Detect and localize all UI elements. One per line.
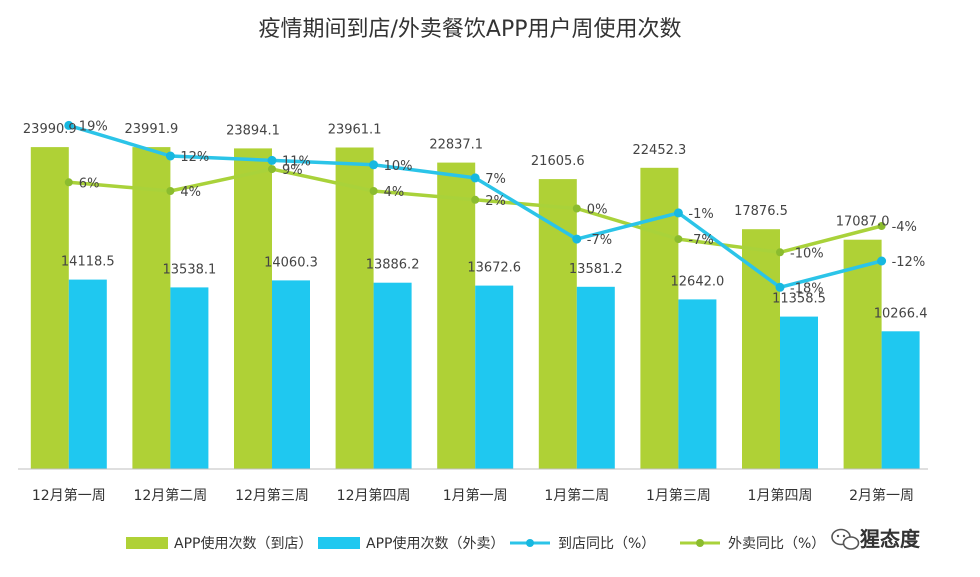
bar-label-daodian-8: 17876.5	[734, 204, 788, 219]
point-daodian-9	[877, 256, 887, 266]
pct-label-waimai-1: 6%	[79, 176, 100, 191]
bar-waimai-9	[881, 331, 920, 469]
point-waimai-1	[64, 178, 73, 187]
category-label-2: 12月第二周	[133, 487, 207, 504]
pct-label-waimai-2: 4%	[180, 185, 201, 200]
bar-daodian-8	[742, 229, 780, 469]
point-daodian-6	[572, 234, 582, 244]
pct-label-daodian-4: 10%	[384, 159, 413, 174]
lines-layer	[64, 120, 887, 292]
bar-label-daodian-7: 22452.3	[633, 143, 687, 158]
point-daodian-1	[64, 120, 74, 130]
pct-label-waimai-7: -7%	[688, 233, 713, 248]
pct-label-waimai-8: -10%	[790, 246, 824, 261]
bar-waimai-3	[272, 280, 310, 469]
bar-label-waimai-3: 14060.3	[264, 255, 318, 270]
pct-label-daodian-3: 11%	[282, 154, 311, 169]
bar-label-daodian-6: 21605.6	[531, 154, 585, 169]
bar-label-waimai-2: 13538.1	[163, 262, 217, 277]
bar-waimai-8	[780, 316, 818, 469]
bar-waimai-6	[576, 286, 615, 469]
labels-layer: 23990.9 23991.9 23894.1 23961.1 22837.1 21605…	[23, 119, 928, 321]
category-label-4: 12月第四周	[337, 487, 411, 504]
bar-waimai-2	[170, 287, 209, 469]
point-waimai-5	[471, 195, 480, 204]
category-labels: 12月第一周 12月第二周 12月第三周 12月第四周 1月第一周 1月第二周 1月第三周 1…	[32, 487, 914, 504]
bar-label-waimai-4: 13886.2	[366, 258, 420, 273]
bar-waimai-7	[678, 299, 717, 469]
bar-daodian-2	[132, 147, 171, 469]
point-daodian-4	[369, 160, 379, 170]
legend-label-2: APP使用次数（外卖）	[366, 535, 504, 552]
watermark-text: 猩态度	[859, 527, 921, 551]
legend-swatch-1	[126, 537, 168, 549]
bar-daodian-1	[30, 147, 69, 469]
bar-waimai-1	[68, 279, 107, 469]
point-daodian-3	[267, 155, 277, 165]
pct-label-waimai-9: -4%	[892, 220, 917, 235]
legend-swatch-2	[318, 537, 360, 549]
bar-label-daodian-1: 23990.9	[23, 122, 77, 137]
pct-label-daodian-5: 7%	[485, 172, 506, 187]
category-label-1: 12月第一周	[32, 487, 106, 504]
legend-label-3: 到店同比（%）	[558, 536, 655, 552]
point-daodian-8	[775, 282, 785, 292]
bar-label-waimai-5: 13672.6	[467, 261, 521, 276]
category-label-3: 12月第三周	[235, 487, 309, 504]
point-daodian-2	[165, 151, 175, 161]
bar-waimai-5	[475, 285, 514, 469]
point-waimai-2	[166, 187, 175, 195]
point-waimai-3	[268, 165, 276, 174]
chart-title: 疫情期间到店/外卖餐饮APP用户周使用次数	[259, 17, 682, 42]
bar-label-waimai-8: 11358.5	[772, 292, 826, 307]
bar-label-daodian-3: 23894.1	[226, 123, 280, 138]
point-waimai-7	[674, 235, 683, 244]
point-waimai-6	[572, 204, 581, 213]
bar-label-daodian-5: 22837.1	[429, 138, 483, 153]
bar-waimai-4	[373, 282, 412, 469]
bar-daodian-6	[538, 179, 577, 469]
category-label-8: 1月第四周	[748, 487, 813, 504]
pct-label-daodian-7: -1%	[688, 207, 713, 222]
wechat-icon	[831, 528, 860, 550]
pct-label-daodian-6: -7%	[587, 233, 612, 248]
watermark: 猩态度	[831, 527, 921, 551]
bars-layer	[30, 147, 920, 470]
bar-daodian-9	[843, 239, 882, 469]
category-label-6: 1月第二周	[544, 487, 609, 504]
pct-label-daodian-8: -18%	[790, 281, 824, 296]
bar-daodian-3	[234, 148, 272, 469]
category-label-5: 1月第一周	[443, 487, 508, 504]
bar-label-daodian-9: 17087.0	[836, 215, 890, 230]
point-waimai-9	[877, 222, 886, 230]
point-waimai-4	[369, 187, 378, 195]
legend: APP使用次数（到店） APP使用次数（外卖） 到店同比（%） 外卖同比（%）	[126, 535, 825, 552]
legend-label-4: 外卖同比（%）	[728, 536, 825, 552]
bar-label-waimai-7: 12642.0	[671, 274, 725, 289]
bar-label-daodian-4: 23961.1	[328, 123, 382, 138]
legend-label-1: APP使用次数（到店）	[174, 535, 312, 552]
category-label-9: 2月第一周	[849, 487, 914, 504]
category-label-7: 1月第三周	[646, 487, 711, 504]
bar-label-waimai-9: 10266.4	[874, 306, 928, 321]
pct-label-waimai-5: 2%	[485, 194, 506, 209]
legend-swatch-3	[510, 539, 550, 547]
bar-label-waimai-1: 14118.5	[61, 255, 115, 270]
pct-label-daodian-1: 19%	[79, 119, 108, 134]
bar-daodian-5	[437, 162, 476, 469]
pct-label-waimai-3: 9%	[282, 163, 303, 178]
point-daodian-7	[673, 208, 683, 218]
pct-label-waimai-4: 4%	[384, 185, 405, 200]
bar-daodian-4	[335, 147, 374, 469]
legend-swatch-4	[680, 539, 720, 547]
pct-label-waimai-6: 0%	[587, 203, 608, 218]
bar-label-waimai-6: 13581.2	[569, 262, 623, 277]
pct-label-daodian-2: 12%	[180, 150, 209, 165]
bar-label-daodian-2: 23991.9	[125, 122, 179, 137]
pct-label-daodian-9: -12%	[892, 255, 926, 270]
point-waimai-8	[776, 248, 784, 257]
point-daodian-5	[470, 173, 480, 183]
